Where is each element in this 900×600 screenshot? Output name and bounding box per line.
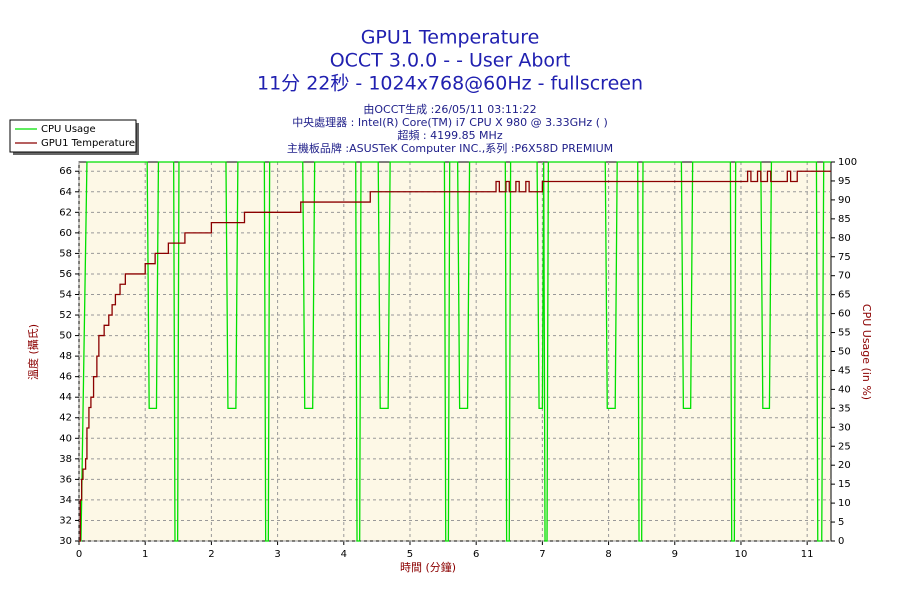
y-tick-label: 52	[59, 310, 72, 321]
y-tick-label: 48	[59, 351, 72, 362]
y2-tick-label: 80	[838, 233, 851, 244]
y2-tick-label: 5	[838, 517, 844, 528]
y2-tick-label: 90	[838, 195, 851, 206]
y2-tick-label: 15	[838, 479, 851, 490]
y-tick-label: 38	[59, 454, 72, 465]
chart-subtitle: OCCT 3.0.0 - - User Abort	[330, 50, 571, 72]
x-tick-label: 7	[539, 549, 545, 560]
y-tick-label: 50	[59, 331, 72, 342]
y-tick-label: 60	[59, 228, 72, 239]
y-axis-label: 溫度 (攝氏)	[26, 324, 40, 380]
x-tick-label: 1	[142, 549, 148, 560]
y2-tick-label: 20	[838, 460, 851, 471]
y-tick-label: 34	[59, 495, 72, 506]
x-tick-label: 11	[801, 549, 814, 560]
x-tick-label: 2	[208, 549, 214, 560]
chart-subtitle: 11分 22秒 - 1024x768@60Hz - fullscreen	[257, 73, 643, 95]
x-tick-label: 6	[473, 549, 479, 560]
x-tick-label: 10	[735, 549, 748, 560]
y2-tick-label: 0	[838, 536, 844, 547]
y-tick-label: 46	[59, 372, 72, 383]
info-line: 由OCCT生成 :26/05/11 03:11:22	[363, 102, 536, 116]
legend-box	[9, 119, 137, 153]
y-tick-label: 54	[59, 289, 72, 300]
y2-tick-label: 25	[838, 441, 851, 452]
y-tick-label: 62	[59, 207, 72, 218]
y-tick-label: 64	[59, 187, 72, 198]
x-tick-label: 9	[672, 549, 678, 560]
y2-tick-label: 75	[838, 252, 851, 263]
info-line: 超頻 : 4199.85 MHz	[397, 128, 502, 142]
y2-tick-label: 40	[838, 384, 851, 395]
y2-tick-label: 35	[838, 403, 851, 414]
y2-tick-label: 60	[838, 309, 851, 320]
info-line: 主機板品牌 :ASUSTeK Computer INC.,系列 :P6X58D …	[287, 141, 613, 155]
x-tick-label: 8	[605, 549, 611, 560]
plot-area	[78, 161, 832, 542]
y-tick-label: 30	[59, 536, 72, 547]
y-tick-label: 56	[59, 269, 72, 280]
y2-tick-label: 10	[838, 498, 851, 509]
series-line	[79, 161, 831, 542]
legend-label: GPU1 Temperature	[41, 138, 135, 149]
y-tick-label: 42	[59, 413, 72, 424]
x-tick-label: 4	[341, 549, 347, 560]
x-tick-label: 0	[76, 549, 82, 560]
y-tick-label: 66	[59, 166, 72, 177]
y2-axis-label: CPU Usage (in %)	[860, 304, 873, 400]
y-tick-label: 58	[59, 248, 72, 259]
y2-tick-label: 55	[838, 328, 851, 339]
marks	[79, 161, 831, 542]
x-tick-label: 3	[274, 549, 280, 560]
legend: CPU Usage GPU1 Temperature	[9, 119, 139, 155]
y-tick-label: 44	[59, 392, 72, 403]
y2-tick-label: 95	[838, 176, 851, 187]
legend-label: CPU Usage	[41, 124, 96, 135]
y2-tick-label: 85	[838, 214, 851, 225]
x-axis-label: 時間 (分鐘)	[400, 560, 456, 574]
info-line: 中央處理器 : Intel(R) Core(TM) i7 CPU X 980 @…	[292, 115, 608, 129]
chart-title: GPU1 Temperature	[361, 27, 540, 49]
y2-tick-label: 65	[838, 290, 851, 301]
y2-tick-label: 50	[838, 347, 851, 358]
grid	[75, 161, 835, 545]
y2-tick-label: 70	[838, 271, 851, 282]
y-tick-label: 40	[59, 433, 72, 444]
y2-tick-label: 100	[838, 157, 857, 168]
y-tick-label: 32	[59, 515, 72, 526]
x-tick-label: 5	[407, 549, 413, 560]
series-line	[79, 170, 831, 542]
y2-tick-label: 30	[838, 422, 851, 433]
y-tick-label: 36	[59, 474, 72, 485]
y2-tick-label: 45	[838, 365, 851, 376]
